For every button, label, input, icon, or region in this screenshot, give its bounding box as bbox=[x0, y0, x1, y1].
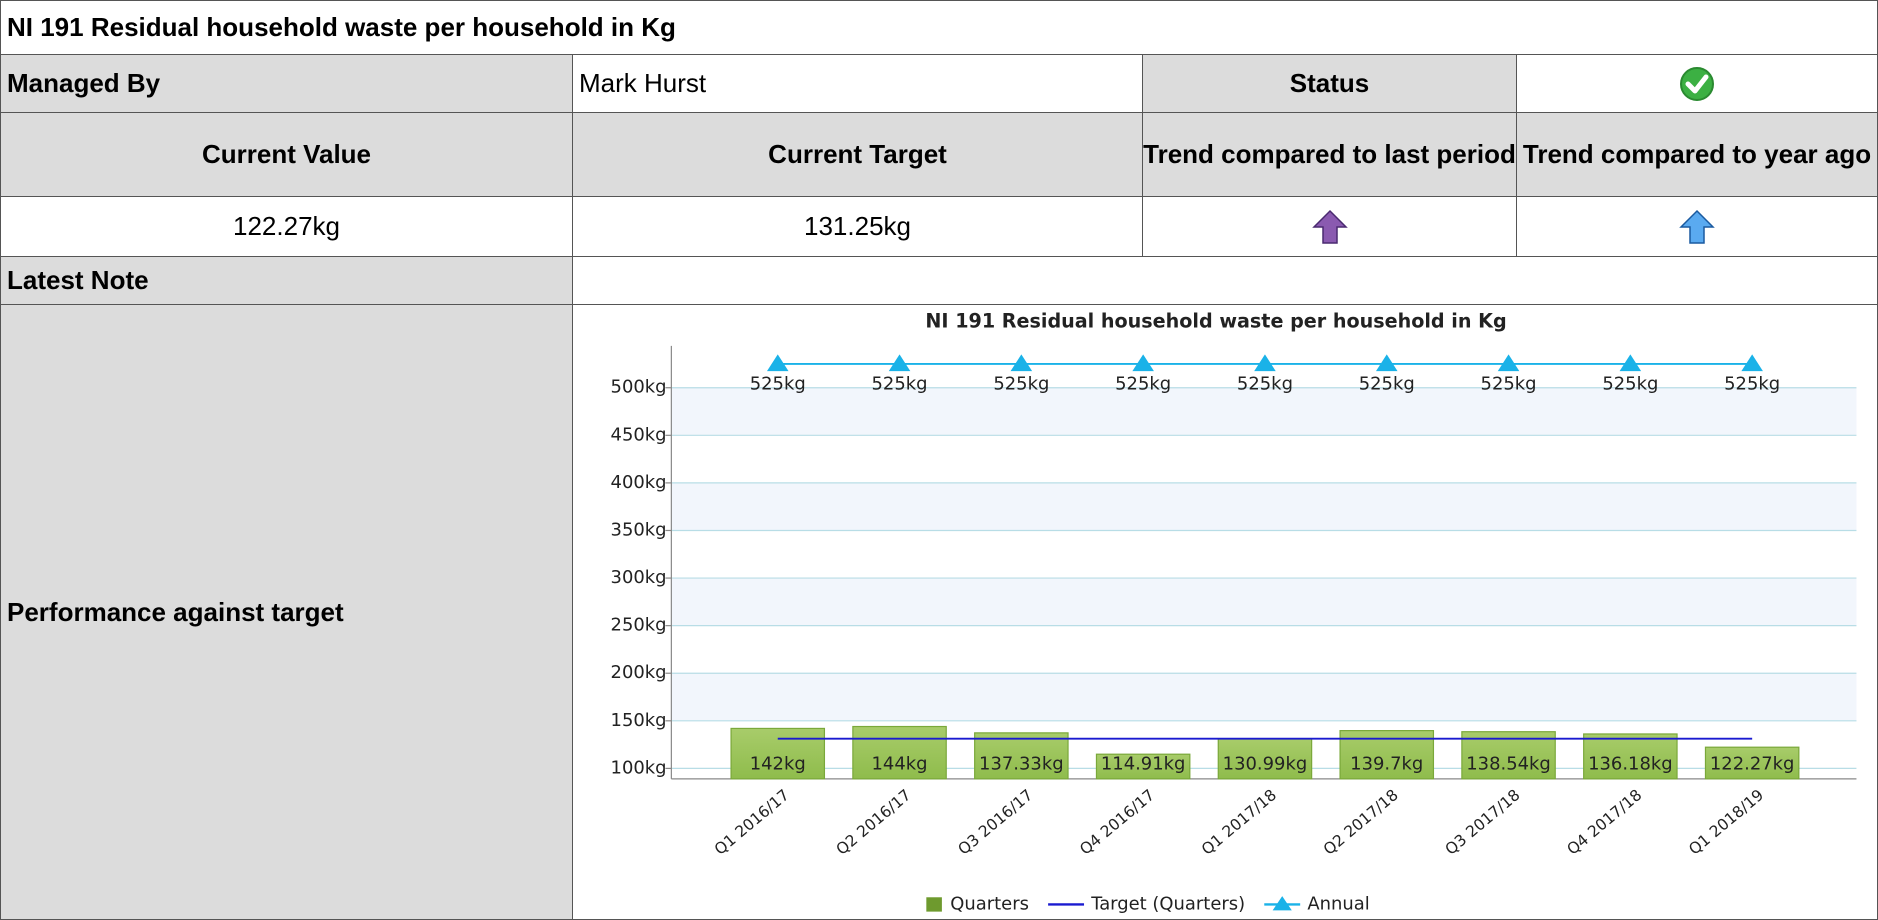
header: Trend compared to last period bbox=[1142, 112, 1517, 197]
y-tick-label: 200kg bbox=[611, 662, 667, 683]
latest-note bbox=[572, 256, 1878, 305]
data-label: 525kg bbox=[1724, 373, 1780, 394]
marker bbox=[1375, 354, 1398, 372]
data-label: 525kg bbox=[993, 373, 1049, 394]
data-label: 122.27kg bbox=[1710, 754, 1795, 775]
y-tick-label: 300kg bbox=[611, 567, 667, 588]
legend-swatch bbox=[926, 897, 942, 912]
marker bbox=[1010, 354, 1033, 372]
x-tick-label: Q1 2017/18 bbox=[1198, 786, 1280, 859]
current-target: 131.25kg bbox=[572, 196, 1143, 257]
header: Current Target bbox=[572, 112, 1143, 197]
legend-label: Target (Quarters) bbox=[1090, 893, 1245, 914]
status-cell bbox=[1516, 54, 1878, 113]
x-tick-label: Q3 2017/18 bbox=[1442, 786, 1524, 859]
latest-note-label: Latest Note bbox=[0, 256, 573, 305]
x-tick-label: Q1 2016/17 bbox=[711, 786, 793, 859]
performance-label: Performance against target bbox=[0, 304, 573, 920]
data-label: 525kg bbox=[1481, 373, 1537, 394]
trend-year-ago bbox=[1516, 196, 1878, 257]
marker bbox=[1132, 354, 1154, 372]
data-label: 130.99kg bbox=[1223, 754, 1308, 775]
data-label: 144kg bbox=[872, 754, 928, 775]
marker bbox=[1619, 354, 1642, 372]
y-tick-label: 450kg bbox=[611, 424, 667, 445]
bar bbox=[730, 727, 826, 780]
data-label: 138.54kg bbox=[1466, 754, 1551, 775]
current-value: 122.27kg bbox=[0, 196, 573, 257]
legend-label: Quarters bbox=[950, 893, 1029, 914]
y-tick-label: 500kg bbox=[611, 377, 667, 398]
marker bbox=[1497, 354, 1520, 372]
x-tick-label: Q1 2018/19 bbox=[1685, 786, 1767, 859]
plot-band bbox=[671, 673, 1857, 721]
y-tick-label: 100kg bbox=[611, 757, 667, 778]
bar bbox=[1217, 738, 1313, 780]
data-label: 142kg bbox=[750, 754, 806, 775]
header: Trend compared to year ago bbox=[1516, 112, 1878, 197]
managed-by-label: Managed By bbox=[0, 54, 573, 113]
data-label: 525kg bbox=[872, 373, 928, 394]
data-label: 114.91kg bbox=[1101, 754, 1186, 775]
bar bbox=[1583, 733, 1678, 780]
plot-band bbox=[671, 578, 1857, 626]
bar bbox=[852, 725, 947, 780]
x-tick-label: Q3 2016/17 bbox=[955, 786, 1037, 859]
header: Current Value bbox=[0, 112, 573, 197]
x-tick-label: Q4 2017/18 bbox=[1564, 786, 1646, 859]
plot-band bbox=[671, 387, 1857, 436]
status-icon bbox=[1680, 66, 1714, 101]
chart-title: NI 191 Residual household waste per hous… bbox=[925, 309, 1506, 332]
data-label: 139.7kg bbox=[1350, 754, 1423, 775]
data-label: 525kg bbox=[1115, 373, 1171, 394]
marker bbox=[888, 354, 911, 372]
marker bbox=[1254, 354, 1276, 372]
y-tick-label: 150kg bbox=[611, 710, 667, 731]
title: NI 191 Residual household waste per hous… bbox=[0, 0, 1878, 55]
chart: NI 191 Residual household waste per hous… bbox=[611, 309, 1857, 914]
trend-last-period bbox=[1142, 196, 1517, 257]
marker bbox=[1741, 354, 1763, 372]
plot-band bbox=[671, 482, 1857, 531]
x-tick-label: Q4 2016/17 bbox=[1076, 786, 1158, 859]
data-label: 525kg bbox=[1602, 373, 1658, 394]
status-label: Status bbox=[1142, 54, 1517, 113]
legend-marker bbox=[1272, 896, 1292, 911]
x-tick-label: Q2 2016/17 bbox=[833, 786, 915, 859]
data-label: 525kg bbox=[750, 373, 806, 394]
legend-label: Annual bbox=[1307, 893, 1369, 914]
data-label: 137.33kg bbox=[979, 754, 1064, 775]
bar bbox=[974, 732, 1069, 780]
trend-icon bbox=[1311, 209, 1348, 244]
data-label: 525kg bbox=[1237, 373, 1293, 394]
y-tick-label: 350kg bbox=[611, 519, 667, 540]
y-tick-label: 400kg bbox=[611, 472, 667, 493]
bar bbox=[1095, 753, 1191, 780]
bar bbox=[1704, 746, 1800, 780]
managed-by: Mark Hurst bbox=[572, 54, 1143, 113]
data-label: 525kg bbox=[1359, 373, 1415, 394]
y-tick-label: 250kg bbox=[611, 615, 667, 636]
data-label: 136.18kg bbox=[1588, 754, 1673, 775]
x-tick-label: Q2 2017/18 bbox=[1320, 786, 1402, 859]
marker bbox=[766, 354, 789, 372]
trend-icon bbox=[1679, 209, 1715, 244]
